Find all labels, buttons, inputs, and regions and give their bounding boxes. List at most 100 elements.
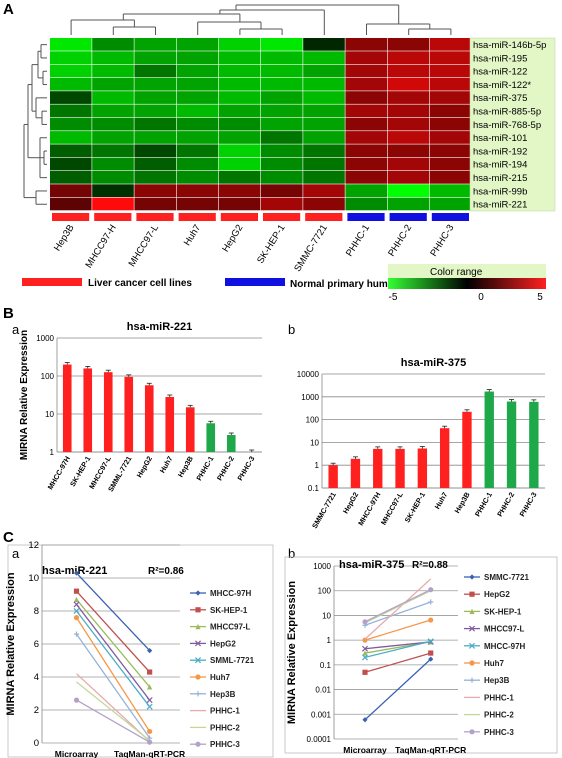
x-tick-label: MHCC-97H [46, 455, 72, 492]
heatmap-cell [218, 171, 261, 184]
bar [83, 368, 93, 452]
legend-entry: PHHC-3 [484, 728, 514, 737]
legend-entry: PHHC-2 [484, 711, 514, 720]
point-marker [362, 669, 368, 675]
heatmap-cell [303, 157, 345, 171]
x-tick-label: TaqMan-qRT-PCR [114, 749, 185, 758]
legend-entry: MHCC97-L [210, 623, 251, 632]
point-marker [469, 608, 475, 614]
y-tick-label: 10 [45, 410, 54, 419]
heatmap-cell [50, 104, 92, 118]
row-label: hsa-miR-215 [473, 173, 527, 184]
y-tick-label: 100 [41, 372, 55, 381]
heatmap-cell [345, 38, 387, 51]
heatmap-cell [50, 144, 92, 158]
y-tick-label: 1000 [313, 562, 331, 571]
series-line [76, 599, 151, 688]
heatmap-cell [50, 51, 92, 64]
y-tick-label: 10 [310, 438, 319, 447]
heatmap-cell [50, 64, 92, 78]
y-tick-label: 2 [34, 705, 39, 716]
point-marker [73, 697, 80, 703]
row-label: hsa-miR-122 [473, 67, 527, 78]
row-label: hsa-miR-101 [473, 133, 527, 144]
point-marker [147, 669, 153, 675]
point-marker [146, 703, 153, 710]
point-marker [469, 660, 475, 666]
y-tick-label: 0.001 [311, 710, 332, 719]
bar [206, 423, 216, 452]
row-label: hsa-miR-194 [473, 160, 527, 171]
heatmap-cell [303, 91, 345, 104]
point-marker [362, 619, 368, 625]
series-line [76, 681, 151, 742]
heatmap-cell [92, 131, 134, 144]
column-label: SMMC-7721 [292, 223, 330, 274]
series-line [75, 617, 151, 732]
panel-sub-ba: a [12, 322, 20, 337]
series-line [364, 601, 431, 626]
series-line [364, 589, 432, 623]
heatmap-cell [134, 64, 176, 78]
heatmap-cell [345, 77, 387, 91]
heatmap-cell [50, 77, 92, 91]
point-marker [147, 728, 153, 735]
heatmap-cell [218, 104, 261, 118]
point-marker [427, 638, 434, 645]
row-label: hsa-miR-192 [473, 146, 527, 157]
heatmap-cell [429, 38, 472, 51]
r-squared-annotation: R²=0.88 [412, 560, 448, 571]
chart-frame [284, 556, 558, 754]
y-tick-label: 0.01 [315, 686, 331, 695]
y-tick-label: 0 [34, 738, 39, 749]
heatmap-cell [303, 77, 345, 91]
heatmap-cell [50, 197, 92, 211]
y-tick-label: 6 [34, 639, 39, 650]
heatmap-cell [92, 38, 134, 51]
heatmap-cell [261, 184, 303, 197]
point-marker [73, 615, 80, 621]
column-label: PHHC-1 [344, 223, 372, 259]
color-range-tick-mid: 0 [478, 292, 484, 303]
heatmap-cell [218, 64, 261, 78]
heatmap-cell [345, 171, 387, 184]
heatmap-cell [429, 131, 472, 144]
bar [124, 376, 134, 452]
heatmap-cell [176, 131, 219, 144]
x-tick-label: Huh7 [158, 454, 175, 474]
series-line [364, 641, 431, 650]
chart-b-a-mir221-bars: 1000 100 10 1 hsa-miR-221 MIRNA Relative Expr… [19, 321, 262, 493]
series-line [364, 619, 431, 641]
heatmap-cell [134, 77, 176, 91]
y-tick-label: 0.0001 [307, 735, 332, 744]
heatmap-cell [387, 117, 430, 131]
series-line [364, 578, 432, 640]
heatmap-cell [218, 117, 261, 131]
point-marker [194, 657, 202, 664]
bar [506, 401, 517, 488]
legend-swatch-normal [225, 278, 285, 286]
heatmap-cell [387, 51, 430, 64]
heatmap-cell [218, 184, 261, 197]
x-tick-label: PHHC-3 [235, 455, 256, 483]
panel-label-c: C [3, 529, 14, 546]
heatmap-cell [92, 197, 134, 211]
legend-label-liver: Liver cancer cell lines [88, 278, 192, 289]
point-marker [147, 684, 153, 690]
bar [328, 465, 338, 488]
heatmap-cell [92, 184, 134, 197]
point-marker [362, 717, 368, 723]
series-line [75, 610, 151, 708]
group-marker [305, 213, 343, 221]
heatmap-cell [50, 91, 92, 104]
heatmap-cell [387, 157, 430, 171]
series-line [364, 658, 432, 721]
heatmap-cell [92, 91, 134, 104]
heatmap-cell [176, 104, 219, 118]
series-line [364, 590, 432, 624]
y-tick-label: 10 [322, 611, 331, 620]
group-marker [220, 213, 258, 221]
heatmap-cell [261, 144, 303, 158]
point-marker [147, 739, 153, 745]
